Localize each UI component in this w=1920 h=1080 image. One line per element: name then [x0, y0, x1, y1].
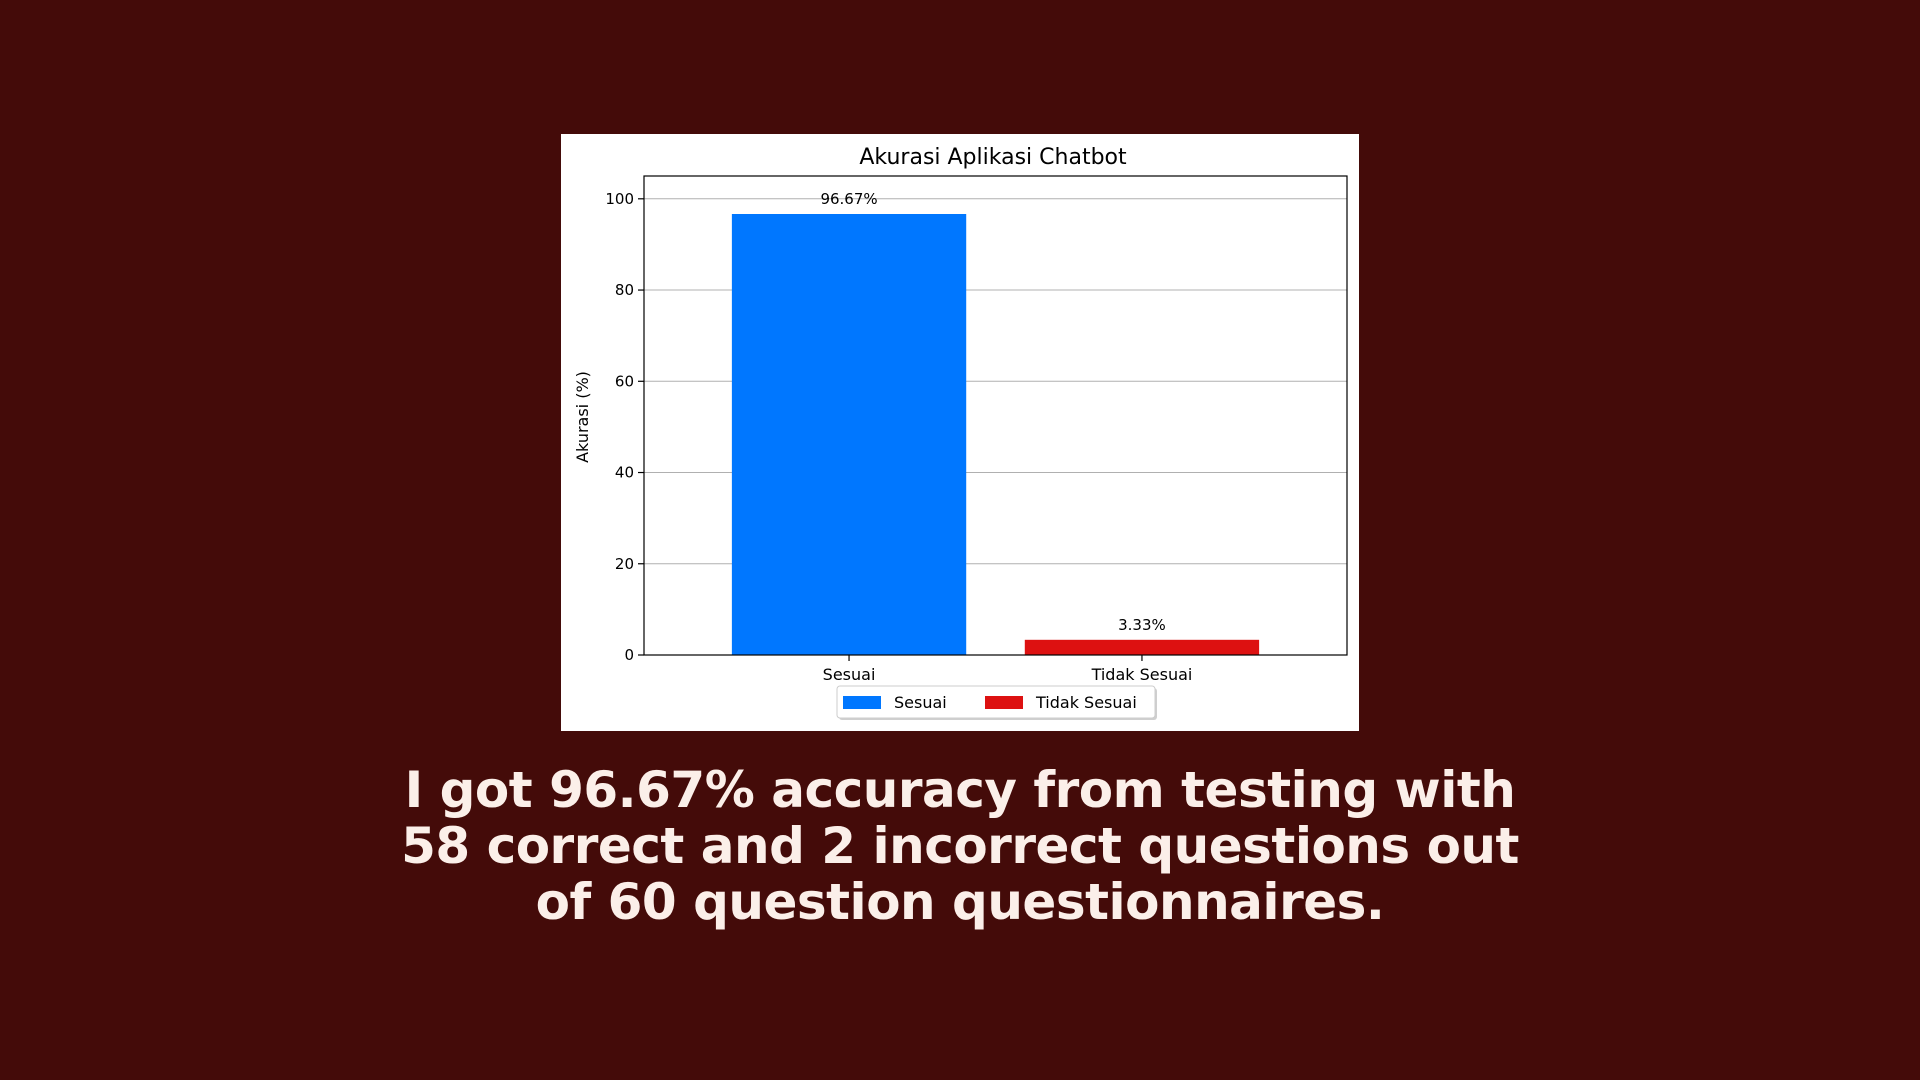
caption-line-2: 58 correct and 2 incorrect questions out — [401, 817, 1519, 875]
caption: I got 96.67% accuracy from testing with … — [260, 762, 1660, 930]
legend: Sesuai Tidak Sesuai — [836, 685, 1157, 720]
y-tick-label: 80 — [615, 281, 634, 299]
legend-swatch — [843, 696, 881, 709]
legend-label: Sesuai — [894, 693, 947, 712]
bar-chart: 0 20 40 60 80 100 Sesuai Tidak Sesuai 96.67% 3.… — [573, 145, 1348, 720]
bar-sesuai — [731, 214, 967, 655]
y-axis-ticks: 0 20 40 60 80 100 — [605, 190, 644, 664]
legend-label: Tidak Sesuai — [1035, 693, 1137, 712]
chart-title: Akurasi Aplikasi Chatbot — [859, 145, 1127, 170]
y-tick-label: 40 — [615, 464, 634, 482]
y-tick-label: 60 — [615, 372, 634, 390]
legend-swatch — [985, 696, 1023, 709]
bar-tidak-sesuai — [1024, 639, 1260, 655]
chart-card: 0 20 40 60 80 100 Sesuai Tidak Sesuai 96.67% 3.… — [561, 134, 1359, 731]
plot-frame — [643, 175, 1348, 656]
caption-line-3: of 60 question questionnaires. — [535, 873, 1385, 931]
x-tick-label: Tidak Sesuai — [1091, 665, 1193, 684]
data-label: 96.67% — [820, 190, 877, 208]
bars — [731, 214, 1260, 655]
y-tick-label: 100 — [605, 190, 634, 208]
caption-line-1: I got 96.67% accuracy from testing with — [404, 761, 1516, 819]
y-tick-label: 0 — [624, 646, 634, 664]
y-tick-label: 20 — [615, 555, 634, 573]
x-tick-label: Sesuai — [823, 665, 876, 684]
data-label: 3.33% — [1118, 616, 1166, 634]
x-axis-ticks: Sesuai Tidak Sesuai — [823, 655, 1193, 684]
data-labels: 96.67% 3.33% — [820, 190, 1165, 634]
y-axis-label: Akurasi (%) — [573, 371, 592, 463]
